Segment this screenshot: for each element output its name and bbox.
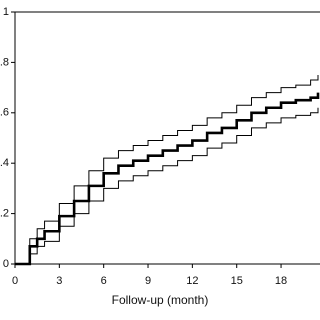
x-tick-label: 18 [275, 275, 287, 287]
x-tick-label: 6 [101, 275, 107, 287]
x-axis-label: Follow-up (month) [112, 293, 209, 307]
y-tick-label: 0.2 [0, 208, 9, 220]
y-tick-label: 0.6 [0, 107, 9, 119]
curve [15, 92, 320, 266]
x-tick-label: 9 [145, 275, 151, 287]
x-tick-label: 3 [56, 275, 62, 287]
x-tick-label: 0 [12, 275, 18, 287]
curve [15, 75, 319, 265]
y-tick-label: 1 [3, 6, 9, 18]
y-tick-label: 0 [3, 258, 9, 270]
x-tick-label: 15 [231, 275, 243, 287]
x-tick-label: 12 [186, 275, 198, 287]
y-tick-label: 0.4 [0, 157, 9, 169]
curve [15, 107, 319, 265]
y-tick-label: 0.8 [0, 56, 9, 68]
